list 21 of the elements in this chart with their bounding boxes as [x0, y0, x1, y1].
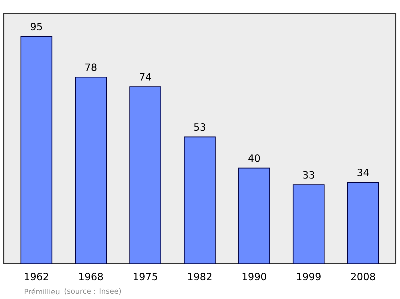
bar	[75, 76, 108, 264]
x-tick-label: 1975	[134, 273, 158, 281]
data-label: 95	[30, 23, 42, 31]
x-tick-label: 1999	[297, 273, 321, 281]
x-tick-label: 2008	[351, 273, 376, 281]
bar	[238, 168, 270, 264]
bar	[184, 136, 216, 264]
data-label: 74	[140, 74, 152, 81]
data-label: 78	[86, 64, 97, 72]
bar	[292, 184, 325, 264]
data-label: 34	[358, 168, 370, 177]
data-label: 40	[248, 154, 260, 162]
x-tick-label: 1982	[188, 273, 212, 281]
data-label: 53	[194, 124, 206, 132]
bar	[20, 36, 53, 264]
x-tick-label: 1968	[80, 273, 104, 281]
x-tick-label: 1990	[242, 273, 266, 281]
bar	[347, 182, 380, 264]
data-label: 33	[303, 171, 314, 179]
x-tick-label: 1962	[25, 273, 48, 281]
bar	[130, 86, 162, 264]
